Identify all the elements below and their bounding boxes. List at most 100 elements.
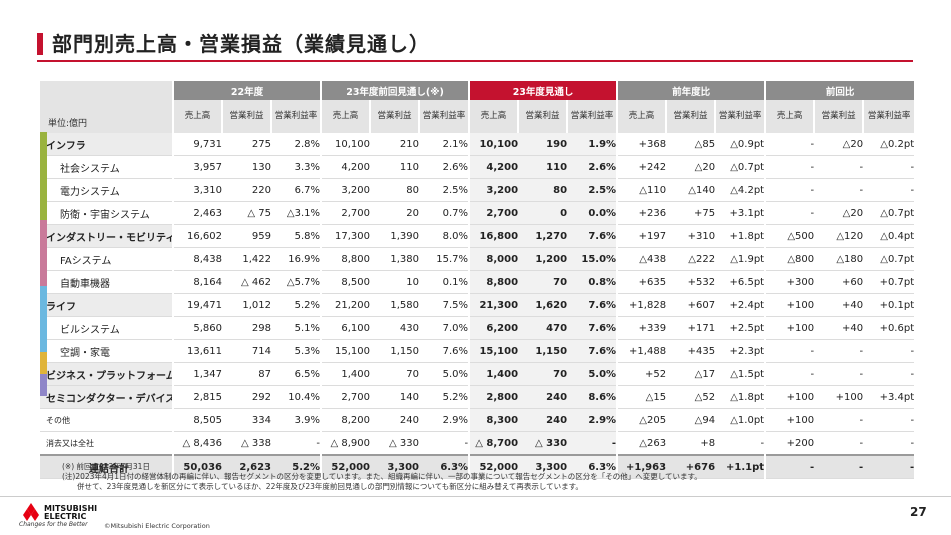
table-cell: △ 330 <box>518 431 568 456</box>
row-label: 消去又は全社 <box>40 431 173 456</box>
table-cell: +532 <box>666 270 716 294</box>
footnote: 併せて、23年度見通しを新区分にて表示しているほか、22年度及び23年度前回見通… <box>62 482 583 491</box>
sub-header: 営業利益率 <box>862 100 915 133</box>
table-cell: △110 <box>616 178 667 202</box>
table-cell: 21,300 <box>468 293 519 317</box>
table-cell: △222 <box>666 247 716 271</box>
table-cell: +100 <box>764 385 815 409</box>
table-cell: △ 8,700 <box>468 431 519 456</box>
table-cell: 16,602 <box>172 224 222 248</box>
row-label: 防衛・宇宙システム <box>40 201 173 225</box>
table-row: 防衛・宇宙システム 2,463 △ 75 △3.1% 2,700 20 0.7% 2,700 0… <box>40 201 915 225</box>
table-cell: 7.6% <box>419 339 470 363</box>
table-cell: 8,300 <box>468 408 519 432</box>
table-cell: - <box>814 431 864 456</box>
table-cell: 70 <box>370 362 420 386</box>
table-cell: 110 <box>518 155 568 179</box>
table-cell: 240 <box>518 385 568 409</box>
table-row: 連結合計 50,036 2,623 5.2% 52,000 3,300 6.3% 52,000… <box>40 454 915 479</box>
table-cell: - <box>863 155 915 179</box>
table-cell: 5.0% <box>567 362 618 386</box>
table-cell: 7.5% <box>419 293 470 317</box>
table-cell: 959 <box>222 224 271 248</box>
table-cell: 2,623 <box>222 454 271 479</box>
table-cell: △0.2pt <box>863 133 915 156</box>
table-cell: △ 75 <box>222 201 271 225</box>
table-cell: +1.1pt <box>715 454 766 479</box>
table-cell: - <box>764 155 815 179</box>
sub-header: 営業利益率 <box>566 100 618 133</box>
table-cell: △0.4pt <box>863 224 915 248</box>
table-cell: 1,390 <box>370 224 420 248</box>
table-cell: 7.6% <box>567 339 618 363</box>
table-cell: 292 <box>222 385 271 409</box>
table-cell: - <box>764 454 815 479</box>
table-cell: +0.1pt <box>863 293 915 317</box>
table-cell: 5.0% <box>419 362 470 386</box>
table-cell: 6.3% <box>419 454 470 479</box>
table-cell: 7.0% <box>419 316 470 340</box>
table-cell: +40 <box>814 293 864 317</box>
row-label: インダストリー・モビリティ <box>40 224 173 248</box>
sub-header: 売上高 <box>172 100 222 133</box>
row-label: セミコンダクター・デバイス <box>40 385 173 409</box>
table-cell: 3,300 <box>370 454 420 479</box>
group-header-row: 22年度 23年度前回見通し(※) 23年度見通し 前年度比 前回比 <box>40 81 915 100</box>
table-cell: 80 <box>518 178 568 202</box>
table-cell: +242 <box>616 155 667 179</box>
table-cell: 2.8% <box>271 133 322 156</box>
table-cell: +0.7pt <box>863 270 915 294</box>
table-row: ビジネス・プラットフォーム 1,347 87 6.5% 1,400 70 5.0% 1,400… <box>40 362 915 386</box>
table-cell: - <box>715 431 766 456</box>
table-row: インフラ 9,731 275 2.8% 10,100 210 2.1% 10,100 190 1.… <box>40 133 915 156</box>
table-cell: 6,200 <box>468 316 519 340</box>
table-cell: - <box>764 178 815 202</box>
footnote: (※) 前回:2023年7月31日 <box>62 462 150 471</box>
table-cell: △1.9pt <box>715 247 766 271</box>
table-cell: - <box>863 362 915 386</box>
table-cell: 5.2% <box>419 385 470 409</box>
table-row: セミコンダクター・デバイス 2,815 292 10.4% 2,700 140 5.2% 2,… <box>40 385 915 409</box>
table-cell: +75 <box>666 201 716 225</box>
table-cell: - <box>764 133 815 156</box>
sub-header: 営業利益 <box>665 100 716 133</box>
table-cell: 6.3% <box>567 454 618 479</box>
table-cell: 130 <box>222 155 271 179</box>
table-cell: 190 <box>518 133 568 156</box>
table-cell: △120 <box>814 224 864 248</box>
table-cell: - <box>764 362 815 386</box>
table-cell: +1.8pt <box>715 224 766 248</box>
table-cell: 5.3% <box>271 339 322 363</box>
table-cell: △20 <box>666 155 716 179</box>
table-cell: 15.0% <box>567 247 618 271</box>
table-cell: 714 <box>222 339 271 363</box>
table-cell: △20 <box>814 133 864 156</box>
table-cell: 16,800 <box>468 224 519 248</box>
table-cell: +52 <box>616 362 667 386</box>
table-cell: △ 338 <box>222 431 271 456</box>
table-cell: 19,471 <box>172 293 222 317</box>
table-cell: △1.5pt <box>715 362 766 386</box>
table-cell: 1.9% <box>567 133 618 156</box>
table-cell: - <box>419 431 470 456</box>
table-cell: 15,100 <box>320 339 371 363</box>
group-header: 23年度前回見通し(※) <box>320 81 470 100</box>
table-cell: 10.4% <box>271 385 322 409</box>
sub-header: 営業利益率 <box>714 100 766 133</box>
segment-band-life <box>40 286 47 352</box>
table-row: 空調・家電 13,611 714 5.3% 15,100 1,150 7.6% 15,100 1… <box>40 339 915 363</box>
table-cell: 17,300 <box>320 224 371 248</box>
row-label: インフラ <box>40 133 173 156</box>
table-cell: +435 <box>666 339 716 363</box>
table-cell: 298 <box>222 316 271 340</box>
table-cell: △205 <box>616 408 667 432</box>
sub-header-row: 単位:億円 売上高 営業利益 営業利益率 売上高 営業利益 営業利益率 売上高 … <box>40 100 915 133</box>
sub-header: 営業利益 <box>517 100 568 133</box>
table-cell: △17 <box>666 362 716 386</box>
table-cell: 87 <box>222 362 271 386</box>
table-cell: 0.8% <box>567 270 618 294</box>
table-cell: +607 <box>666 293 716 317</box>
table-cell: +100 <box>764 316 815 340</box>
table-cell: +236 <box>616 201 667 225</box>
table-cell: 9,731 <box>172 133 222 156</box>
